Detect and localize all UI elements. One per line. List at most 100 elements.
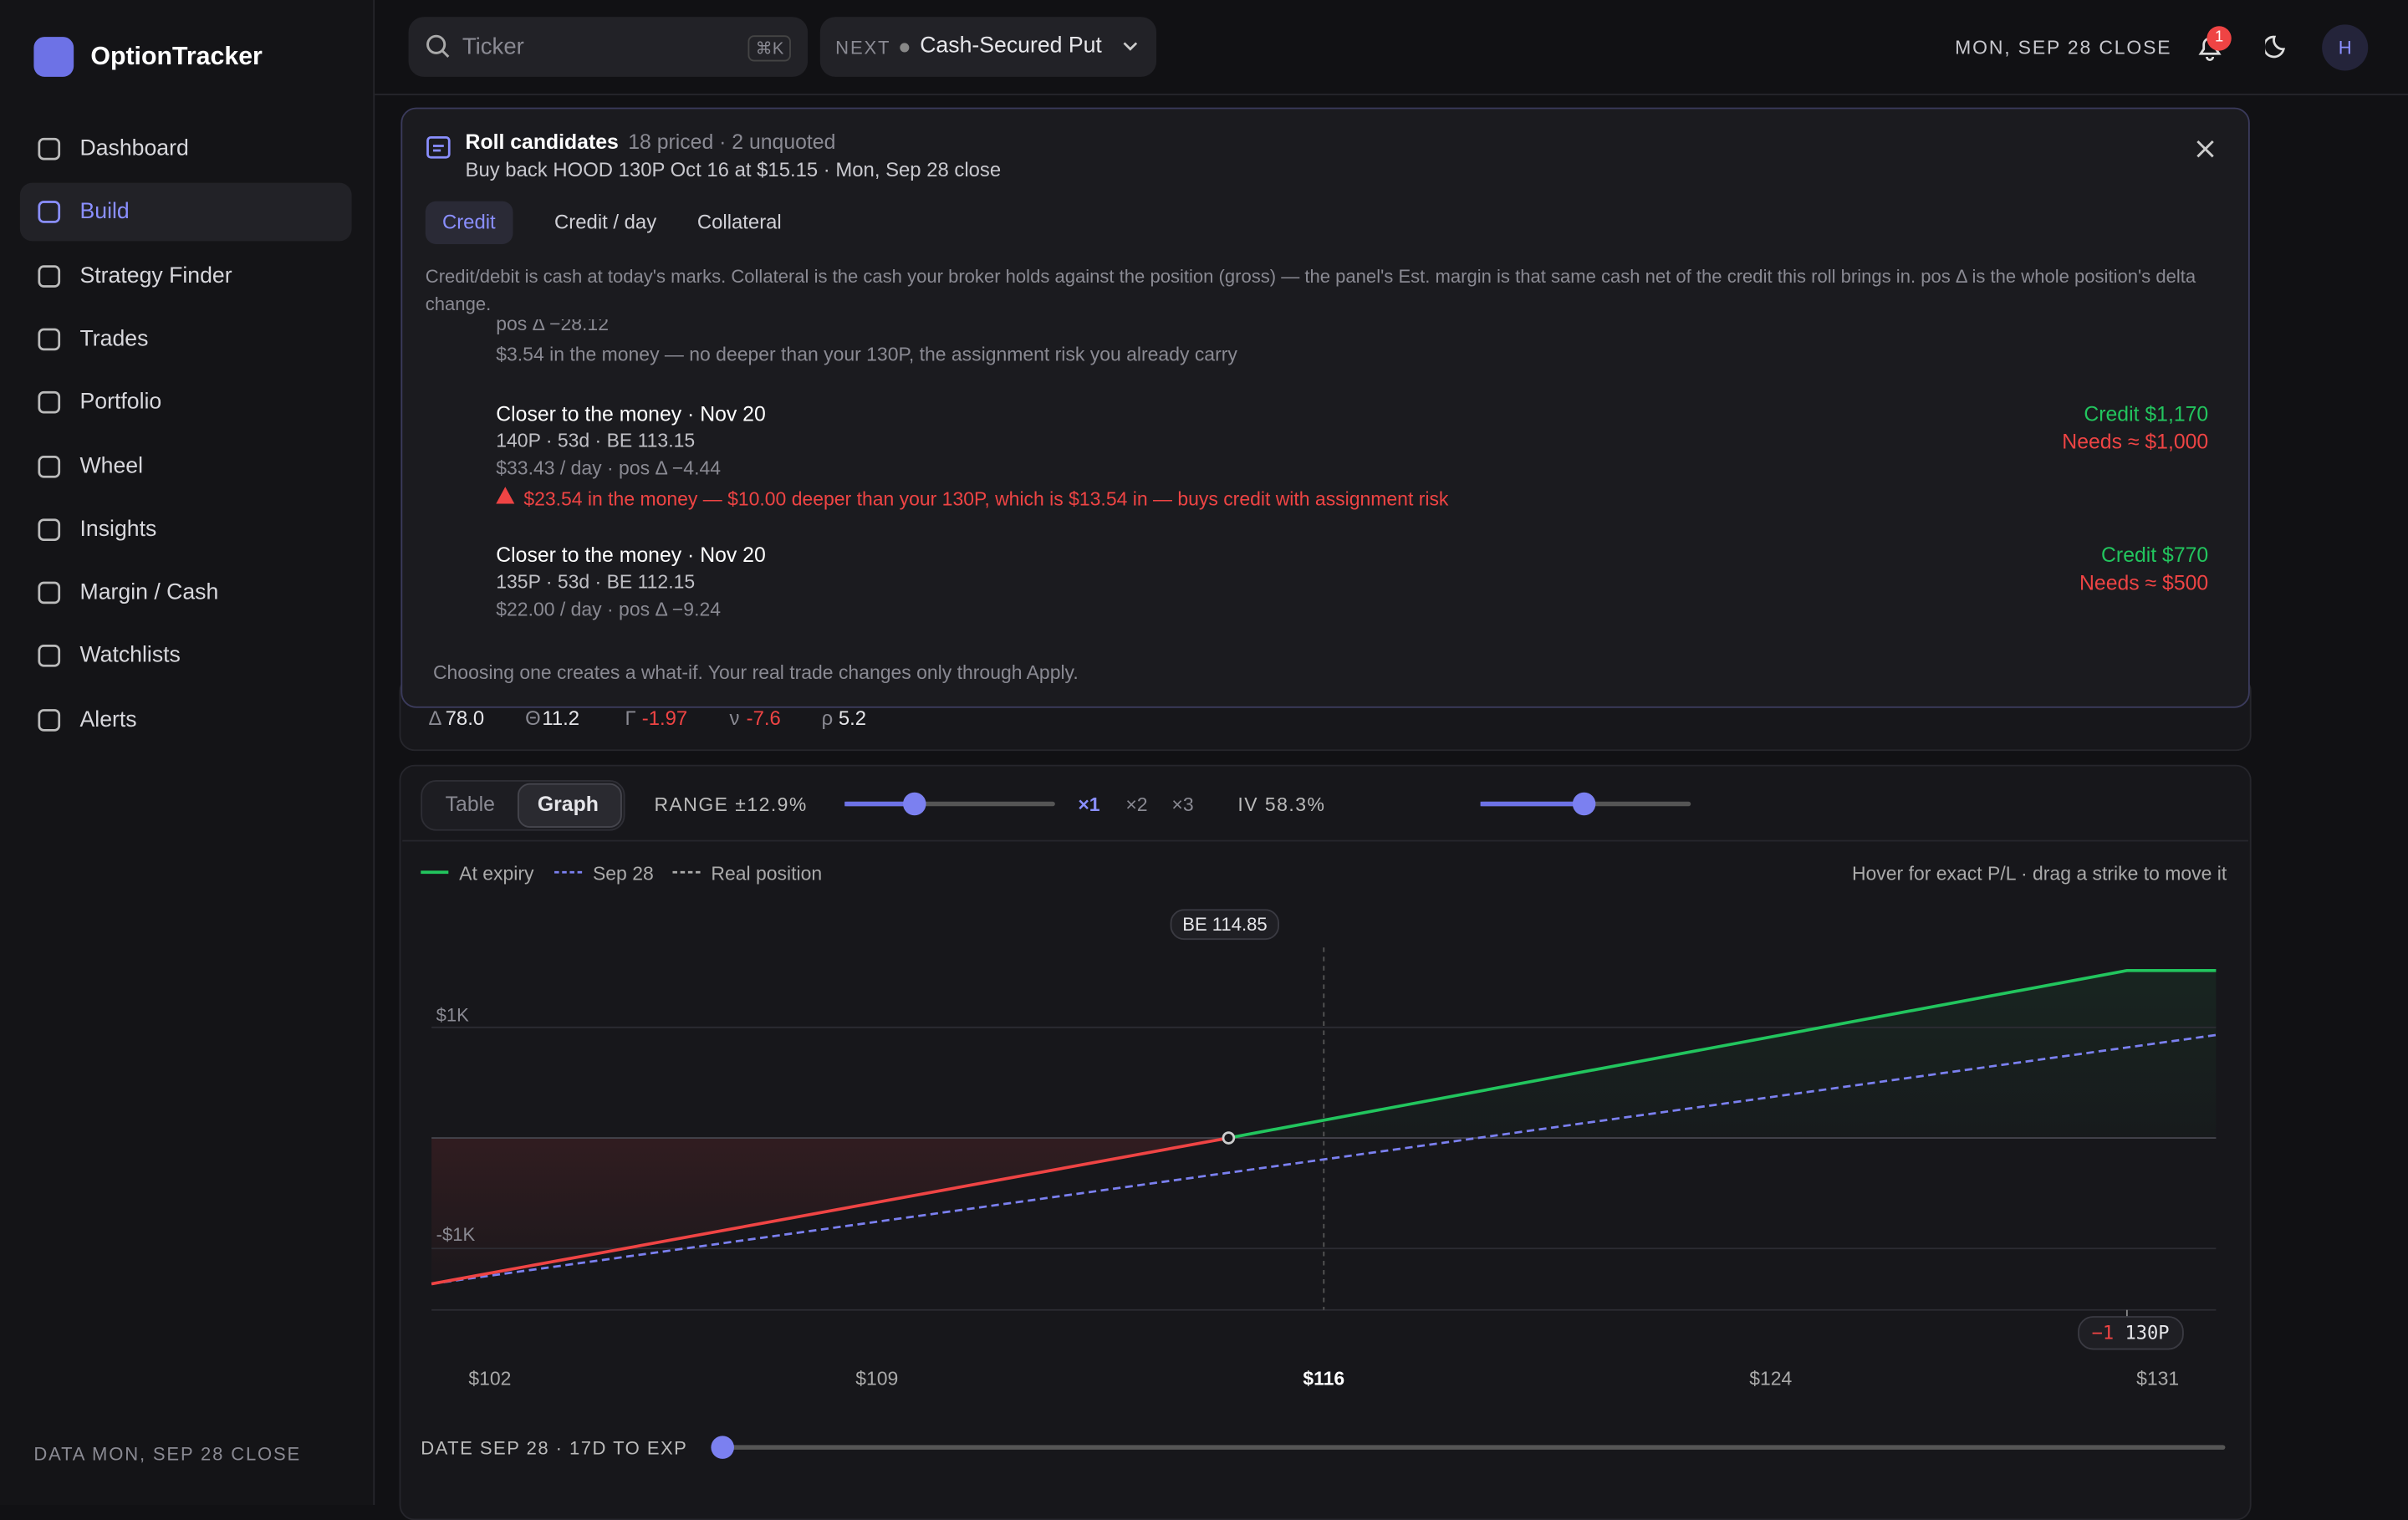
nav-label: Build [79, 200, 130, 225]
candidate-detail: 140P · 53d · BE 113.15 [496, 430, 696, 452]
sort-tab[interactable]: Credit [425, 201, 513, 245]
greek-symbol: Θ [525, 706, 541, 730]
nav-item[interactable]: Dashboard [20, 120, 352, 178]
nav-item[interactable]: Wheel [20, 437, 352, 496]
greek-symbol: Δ [428, 706, 442, 730]
iv-thumb[interactable] [1572, 792, 1596, 816]
search-placeholder: Ticker [462, 33, 524, 60]
close-date: MON, SEP 28 CLOSE [1955, 37, 2172, 59]
graph-hint: Hover for exact P/L · drag a strike to m… [1851, 863, 2227, 885]
profit-area [1228, 970, 2217, 1139]
nav-icon [38, 645, 61, 668]
nav-icon [38, 137, 61, 161]
roll-note: Credit/debit is cash at today's marks. C… [425, 265, 2196, 314]
nav-icon [38, 328, 61, 351]
strike: 130P [2125, 1322, 2170, 1344]
breakeven-tag: BE 114.85 [1170, 909, 1280, 941]
nav-icon [38, 201, 61, 224]
loss-area [431, 1138, 1229, 1284]
date-slider[interactable] [722, 1445, 2226, 1450]
greek-symbol: ρ [821, 706, 834, 730]
nav-label: Dashboard [79, 136, 189, 161]
data-date: DATA MON, SEP 28 CLOSE [33, 1443, 302, 1466]
candidate-amount: Credit $1,170 [2084, 402, 2209, 426]
nav-item[interactable]: Build [19, 183, 352, 242]
divider [402, 839, 2248, 842]
x-label: $102 [468, 1368, 512, 1390]
nav-label: Watchlists [79, 644, 181, 669]
date-thumb[interactable] [711, 1436, 734, 1459]
greek-symbol: Γ [625, 706, 636, 730]
greek-value: 78.0 [445, 706, 485, 730]
sidebar [0, 0, 375, 1506]
nav-item[interactable]: Watchlists [20, 627, 352, 686]
range-thumb[interactable] [903, 792, 926, 816]
legend-label: Real position [711, 863, 823, 885]
iv: IV 58.3% [1237, 793, 1326, 816]
strategy-select[interactable] [819, 17, 1157, 77]
view-table[interactable]: Table [445, 792, 495, 816]
nav-item[interactable]: Margin / Cash [20, 564, 352, 622]
nav-icon [38, 708, 61, 732]
candidate[interactable]: Closer to the money · Nov 20 135P · 53d ·… [402, 543, 2248, 643]
date-label: DATE SEP 28 · 17D TO EXP [421, 1437, 688, 1459]
range: RANGE ±12.9% [654, 793, 808, 816]
x-label: $116 [1303, 1368, 1345, 1390]
mult-2[interactable]: ×2 [1125, 793, 1148, 816]
close-button[interactable] [2195, 138, 2217, 160]
strike-tag[interactable]: −1 130P [2078, 1316, 2184, 1350]
expiry-profit-line [1228, 968, 2217, 1140]
nav-icon [38, 518, 61, 541]
nav-icon [38, 581, 61, 604]
roll-footer: Choosing one creates a what-if. Your rea… [432, 661, 1079, 684]
avatar[interactable]: H [2322, 24, 2369, 71]
warning-icon [496, 487, 515, 504]
notification-count: 1 [2206, 26, 2232, 51]
nav-icon [38, 264, 61, 288]
search[interactable] [408, 17, 809, 77]
candidate[interactable]: Closer to the money · Nov 20 140P · 53d ·… [402, 402, 2248, 540]
nav-item[interactable]: Insights [20, 500, 352, 559]
search-icon [426, 34, 450, 58]
range-slider[interactable] [844, 801, 1055, 807]
nav-icon [38, 455, 61, 477]
payoff-graph [421, 870, 2217, 1321]
breakeven-point [1222, 1131, 1236, 1145]
candidate-amount: Needs ≈ $500 [2079, 571, 2209, 594]
brand: OptionTracker [90, 43, 263, 71]
roll-meta: 18 priced · 2 unquoted [628, 130, 836, 154]
mult-1[interactable]: ×1 [1078, 793, 1100, 816]
nav-label: Portfolio [79, 390, 162, 416]
view-graph[interactable]: Graph [537, 792, 599, 816]
shortcut: ⌘K [747, 35, 792, 62]
candidate-amount: Needs ≈ $1,000 [2062, 430, 2209, 453]
greek-value: -1.97 [641, 706, 688, 730]
expiry-loss-line [431, 1136, 1229, 1286]
active-view [517, 783, 622, 829]
mult-3[interactable]: ×3 [1171, 793, 1194, 816]
candidate-stats: $33.43 / day · pos Δ −4.44 [496, 457, 722, 480]
range-fill [844, 801, 916, 807]
y-label: -$1K [436, 1223, 476, 1246]
candidate-stats: $22.00 / day · pos Δ −9.24 [496, 599, 722, 621]
nav-item[interactable]: Portfolio [20, 374, 352, 432]
nav-label: Margin / Cash [79, 580, 219, 605]
legend-label: Sep 28 [592, 863, 654, 885]
sort-tab[interactable]: Collateral [696, 210, 782, 234]
iv-fill [1480, 801, 1585, 807]
nav-icon [38, 391, 61, 414]
candidate-risk: $3.54 in the money — no deeper than your… [496, 344, 1237, 366]
candidate-detail: 135P · 53d · BE 112.15 [496, 571, 696, 593]
chevron [1123, 42, 1138, 51]
sort-tab[interactable]: Credit / day [554, 210, 657, 234]
theme-toggle[interactable] [2265, 33, 2289, 59]
candidate-amount: Credit $770 [2101, 543, 2209, 567]
nav-item[interactable]: Trades [20, 310, 352, 369]
candidate-title: Closer to the money · Nov 20 [496, 543, 766, 567]
candidate[interactable]: 120P · 53d · BE 107.05pos Δ −28.12$3.54 … [402, 319, 2248, 424]
sep28-line [431, 1033, 2217, 1285]
nav-item[interactable]: Strategy Finder [20, 247, 352, 305]
next-label: NEXT [835, 37, 891, 59]
nav-item[interactable]: Alerts [20, 691, 352, 749]
greek-value: -7.6 [746, 706, 781, 730]
